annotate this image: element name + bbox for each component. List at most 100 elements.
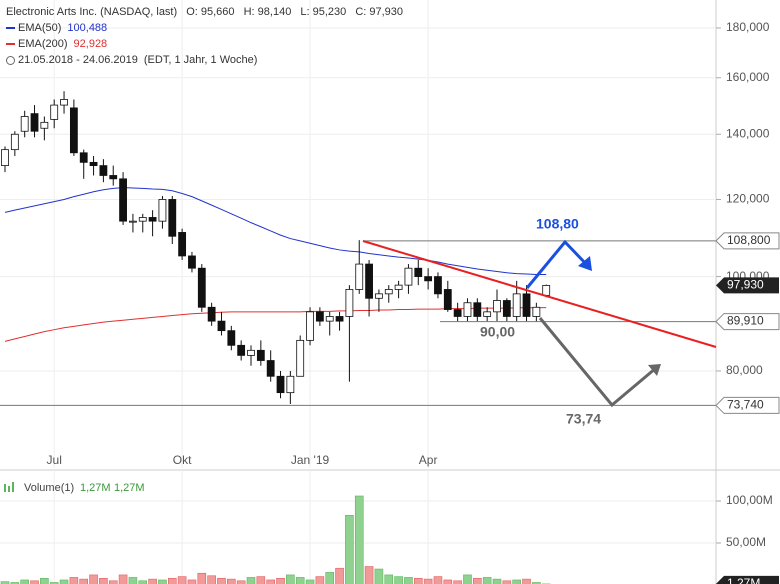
candle-body [138,217,147,222]
volume-bar [59,579,69,584]
axis: 80,000100,000120,000140,000160,000180,00… [47,20,780,584]
y-tick-label: 100,00M [726,493,773,507]
volume-bar [276,577,285,584]
level-label: 89,910 [727,314,764,328]
volume-bar [197,572,207,584]
volume-bar [148,578,157,584]
volume-icon [8,486,10,492]
candle-body [256,349,265,361]
arrow-down [538,317,657,408]
level-label: 108,800 [727,233,771,247]
volume-bar [256,576,266,584]
candle-body [119,178,127,222]
volume-bar [413,577,423,584]
trend-line [362,240,717,348]
arrow-up [525,239,590,289]
ema-line [4,187,547,276]
candle-body [168,199,177,237]
volume-bar [79,578,89,584]
candle-body [276,375,285,394]
y-tick-label: 180,000 [726,20,770,34]
arrow-head [648,364,661,376]
volume-icon [4,484,6,492]
volume-bar [463,574,472,584]
last-volume-label: 1,27M [727,576,760,584]
candle-body [404,267,413,286]
volume-bar [522,578,531,584]
volume-bar [384,574,394,584]
candle-body [40,121,49,129]
candle-body [99,165,108,176]
candle-body [266,360,275,377]
volume-bar [266,579,275,584]
candle-body [148,217,157,222]
candle-body [217,320,226,332]
candle-body [188,255,196,269]
candle-body [89,161,98,167]
y-tick-label: 50,00M [726,535,766,549]
volume-bar [473,577,482,584]
chart-title: Electronic Arts Inc. (NASDAQ, last) [6,6,178,18]
volume-bar [295,577,305,584]
volume-bar [404,577,413,584]
volume-bar [227,578,236,584]
level-box [715,396,780,414]
header-value: H: 98,140 [243,6,292,18]
clock-icon [6,55,15,65]
volume-bar [30,580,39,584]
volume-bar [502,580,512,584]
period: 21.05.2018 - 24.06.2019 (EDT, 1 Jahr, 1 W… [6,54,263,66]
candle-body [79,152,88,163]
level-label: 73,740 [727,398,764,412]
header-value: O: 95,660 [186,6,235,18]
candle-body [414,267,423,277]
candle-body [20,116,29,132]
volume-bar [453,580,462,584]
candle-body [50,104,59,120]
volume-bar [167,577,177,584]
volume-bar [128,577,138,584]
annotation: 73,74 [566,411,601,427]
candle-body [10,133,19,151]
volume-bar [89,574,98,584]
candle-body [394,284,403,290]
x-tick-label: Okt [173,453,192,467]
level-box [715,232,780,250]
y-tick-label: 120,000 [726,192,770,206]
volume-bar [20,579,29,584]
legend-value: 92,928 [73,38,108,50]
candle-body [335,316,344,322]
volume-bar [246,577,256,584]
legend-item: EMA(50) 100,488 [6,22,113,34]
legend-label: EMA(50) [18,22,62,34]
header-value: L: 95,230 [300,6,347,18]
candle-body [443,289,452,310]
candle-body [1,149,9,167]
volume-bar [492,578,502,584]
candle-body [502,300,511,317]
volume-bar [158,579,167,584]
volume-bar [315,576,325,584]
candle-body [178,232,187,257]
volume-bar [335,567,344,584]
volume-bar [187,579,197,584]
candle-body [69,107,78,154]
volume-bar [177,576,187,584]
ema-line [4,307,547,342]
header-value: C: 97,930 [355,6,404,18]
volume-bar [108,580,118,584]
candle-body [355,263,364,290]
candle-body [315,311,324,322]
volume-bar [118,574,128,584]
candle-body [129,220,137,223]
volume-bar [354,495,364,584]
volume-bar [236,580,246,584]
candle-body [227,330,236,346]
candle-body [453,309,462,317]
volume-bar [305,579,315,584]
candle-body [286,375,295,394]
legend-value: 100,488 [67,22,108,34]
candle-body [247,349,255,356]
candle-body [434,276,442,295]
